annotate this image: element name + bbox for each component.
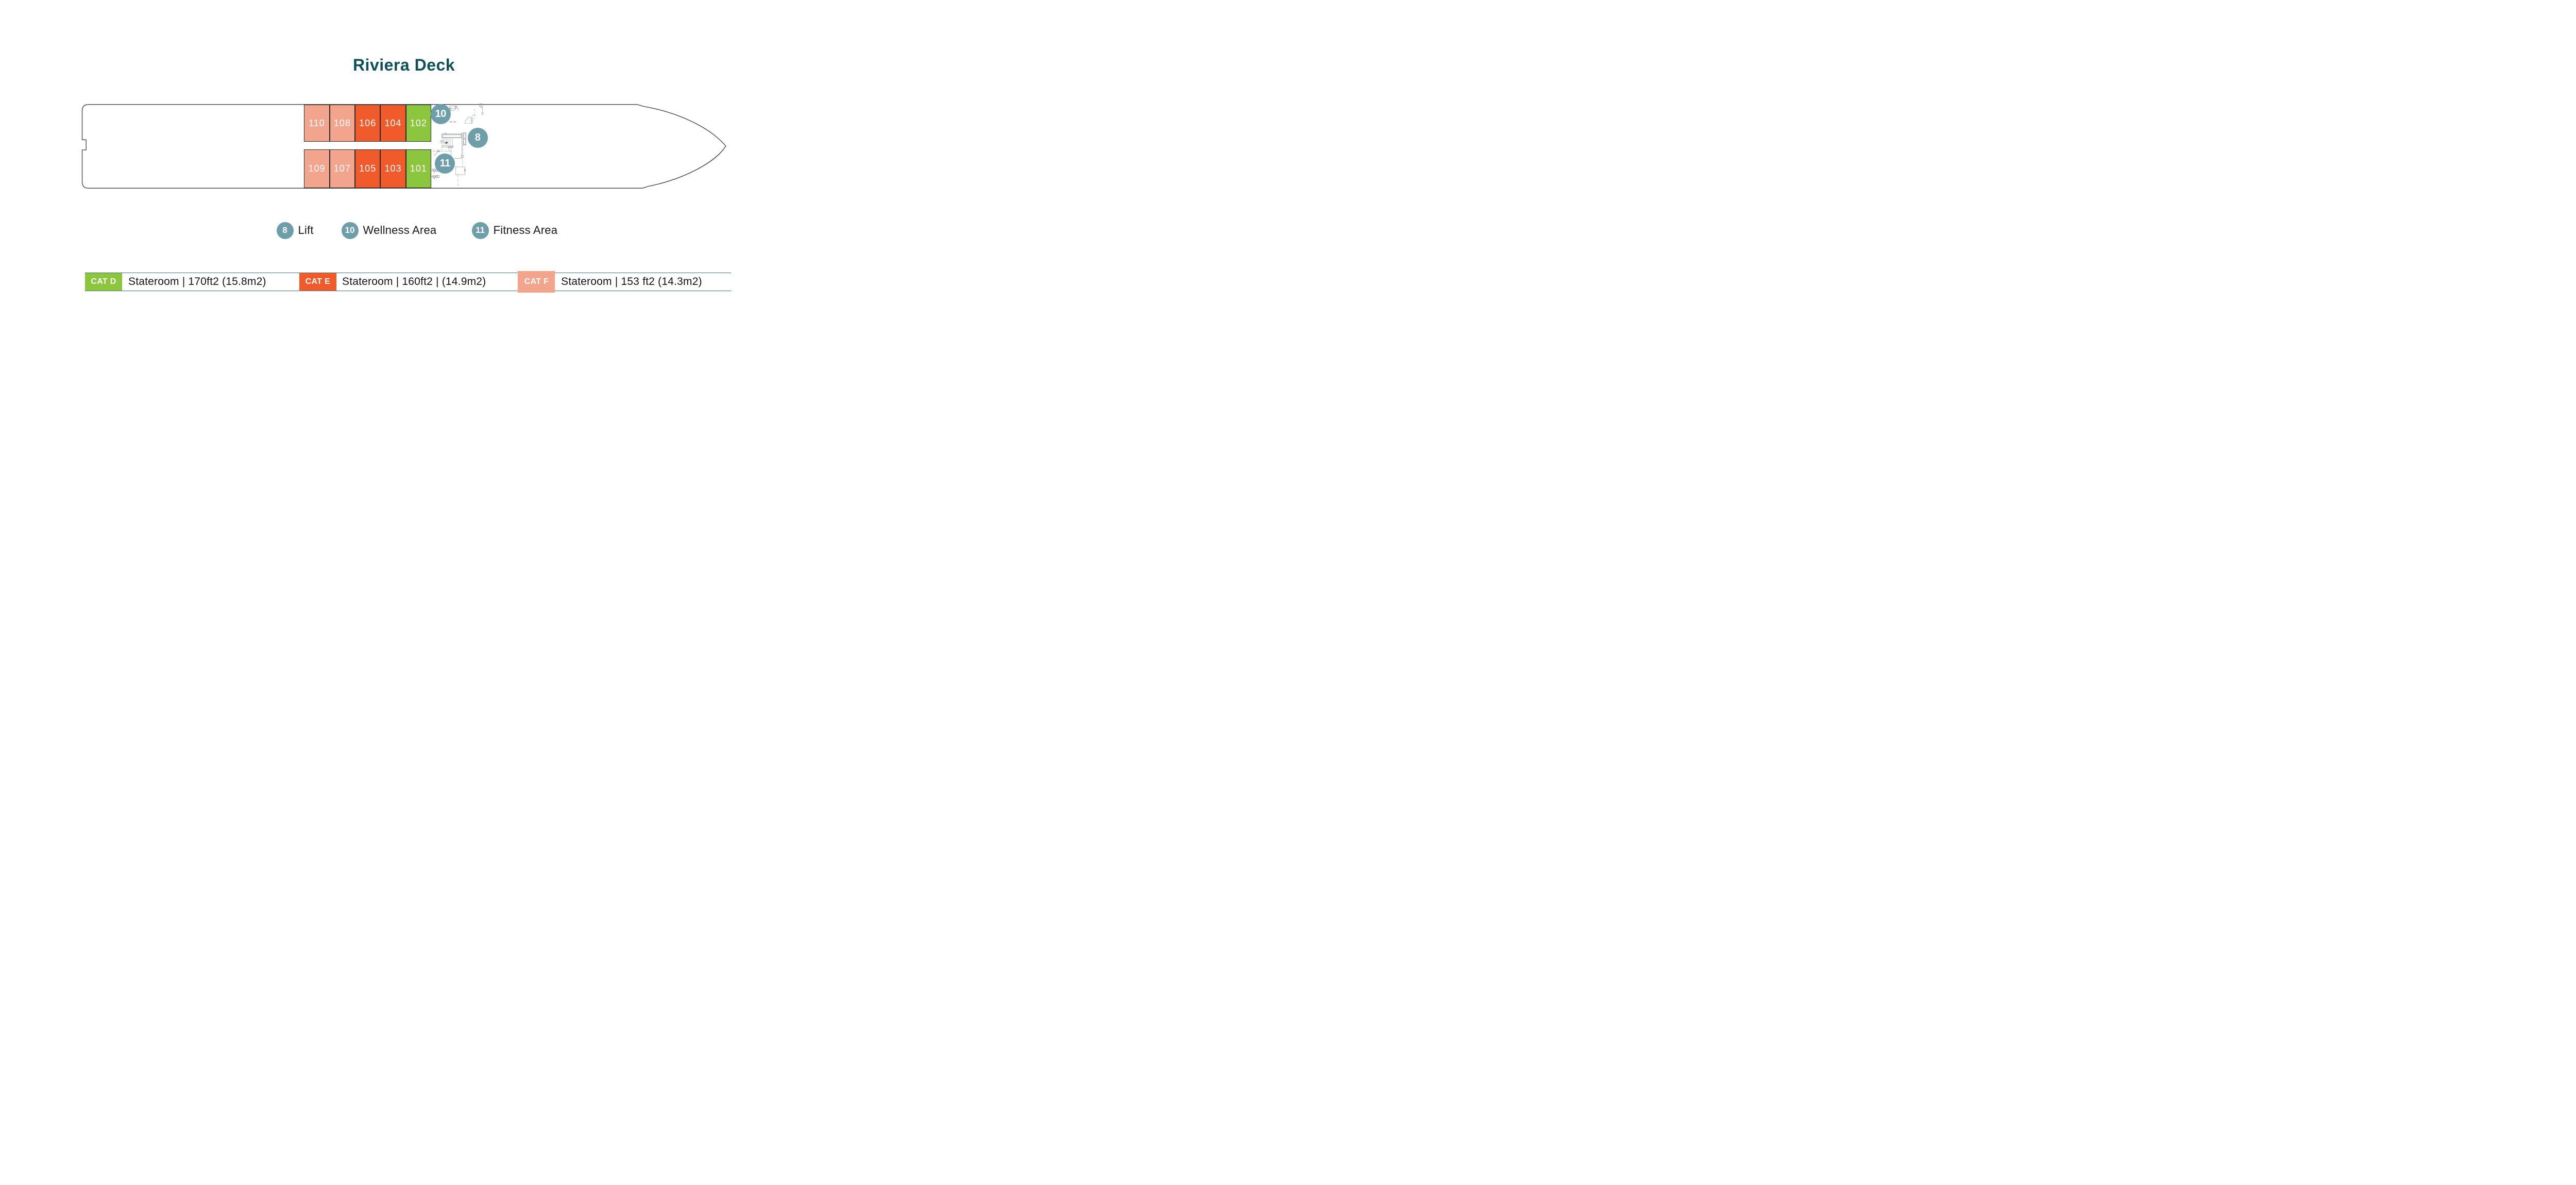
category-chip-F: CAT F	[518, 271, 555, 293]
category-legend-row: CAT D Stateroom | 170ft2 (15.8m2) CAT E Sta…	[85, 271, 731, 293]
area-legend-item-11: 11 Fitness Area	[471, 221, 558, 240]
area-legend-badge-11: 11	[471, 222, 489, 239]
deck-marker-10[interactable]: 10	[430, 104, 451, 125]
cabin-104[interactable]: 104	[380, 104, 406, 142]
category-chip-D: CAT D	[85, 273, 122, 291]
area-legend-label: Fitness Area	[493, 224, 558, 236]
category-chip-E: CAT E	[299, 273, 336, 291]
cabin-number: 110	[309, 117, 325, 128]
area-legend-item-8: 8 Lift	[276, 221, 314, 240]
cabin-number: 102	[410, 117, 427, 128]
cabin-103[interactable]: 103	[380, 149, 406, 189]
cabin-number: 109	[308, 163, 326, 174]
cabin-105[interactable]: 105	[355, 149, 381, 189]
cabin-number: 101	[410, 163, 427, 174]
area-legend-item-10: 10 Wellness Area	[341, 221, 437, 240]
area-legend-label: Lift	[298, 224, 314, 236]
cabin-107[interactable]: 107	[329, 149, 355, 189]
cabin-number: 103	[384, 163, 402, 174]
category-description-F: Stateroom | 153 ft2 (14.3m2)	[561, 276, 702, 287]
cabin-number: 108	[333, 117, 351, 128]
area-legend-badge-10: 10	[341, 222, 359, 239]
cabin-number: 105	[359, 163, 377, 174]
category-description-D: Stateroom | 170ft2 (15.8m2)	[128, 276, 266, 287]
deck-marker-11[interactable]: 11	[435, 154, 455, 174]
lift-and-walls-drawing	[433, 132, 466, 186]
cabin-109[interactable]: 109	[304, 149, 330, 189]
deck-marker-8[interactable]: 8	[467, 127, 488, 148]
cabin-108[interactable]: 108	[329, 104, 355, 142]
cabin-number: 106	[359, 117, 377, 128]
cabin-106[interactable]: 106	[355, 104, 381, 142]
cabin-101[interactable]: 101	[405, 149, 432, 189]
category-description-E: Stateroom | 160ft2 | (14.9m2)	[342, 276, 486, 287]
ship-hull-outline	[81, 104, 726, 189]
page-title: Riviera Deck	[352, 56, 455, 74]
cabin-110[interactable]: 110	[304, 104, 330, 142]
cabin-number: 107	[333, 163, 351, 174]
deck-plan-page: Riviera Deck	[0, 0, 808, 369]
stairs-up-label: UP	[440, 140, 444, 143]
area-legend-badge-8: 8	[276, 222, 294, 239]
area-legend-label: Wellness Area	[363, 224, 437, 236]
cabin-number: 104	[384, 117, 402, 128]
cabin-102[interactable]: 102	[405, 104, 432, 142]
ship-plan-canvas: UP	[81, 103, 726, 189]
